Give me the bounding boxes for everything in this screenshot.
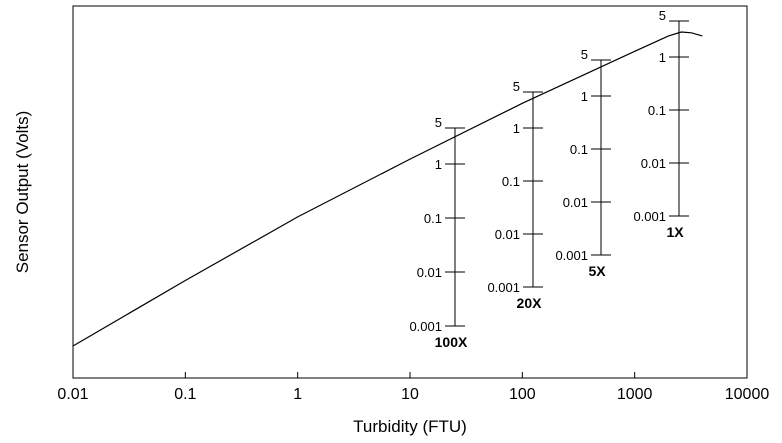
scale-tick-label: 5 <box>659 8 666 23</box>
scale-gain-label: 1X <box>666 224 684 240</box>
scale-tick-label: 1 <box>659 50 666 65</box>
scale-tick-label: 0.01 <box>495 227 520 242</box>
scale-tick-label: 0.1 <box>648 103 666 118</box>
scale-tick-label: 0.001 <box>633 209 666 224</box>
scale-gain-label: 5X <box>588 263 606 279</box>
scale-tick-label: 0.1 <box>570 142 588 157</box>
x-axis-ticks: 0.01 0.1 1 10 100 1000 10000 <box>57 372 769 403</box>
x-tick-label: 1 <box>293 386 302 403</box>
scale-tick-label: 0.001 <box>409 319 442 334</box>
scale-gain-label: 100X <box>435 334 468 350</box>
response-curve-layer <box>72 31 703 347</box>
gain-scales-layer: 510.10.010.001100X510.10.010.00120X510.1… <box>409 8 689 350</box>
scale-tick-label: 1 <box>513 121 520 136</box>
scale-tick-label: 0.01 <box>641 156 666 171</box>
x-tick-label: 10 <box>401 386 419 403</box>
x-axis-title: Turbidity (FTU) <box>353 417 467 436</box>
scale-tick-label: 0.01 <box>417 265 442 280</box>
scale-tick-label: 1 <box>581 89 588 104</box>
scale-tick-label: 0.001 <box>487 280 520 295</box>
scale-tick-label: 0.01 <box>563 195 588 210</box>
x-tick-label: 100 <box>509 386 536 403</box>
x-tick-label: 0.1 <box>174 386 196 403</box>
scale-tick-label: 0.001 <box>555 248 588 263</box>
y-axis-title: Sensor Output (Volts) <box>13 111 32 274</box>
x-tick-label: 10000 <box>725 386 770 403</box>
scale-tick-label: 1 <box>435 157 442 172</box>
scale-tick-label: 5 <box>435 115 442 130</box>
scale-tick-label: 0.1 <box>502 174 520 189</box>
scale-tick-label: 5 <box>513 79 520 94</box>
scale-tick-label: 5 <box>581 47 588 62</box>
response-curve <box>72 31 703 347</box>
scale-gain-label: 20X <box>517 295 543 311</box>
scale-tick-label: 0.1 <box>424 211 442 226</box>
x-tick-label: 0.01 <box>57 386 88 403</box>
x-tick-label: 1000 <box>617 386 653 403</box>
